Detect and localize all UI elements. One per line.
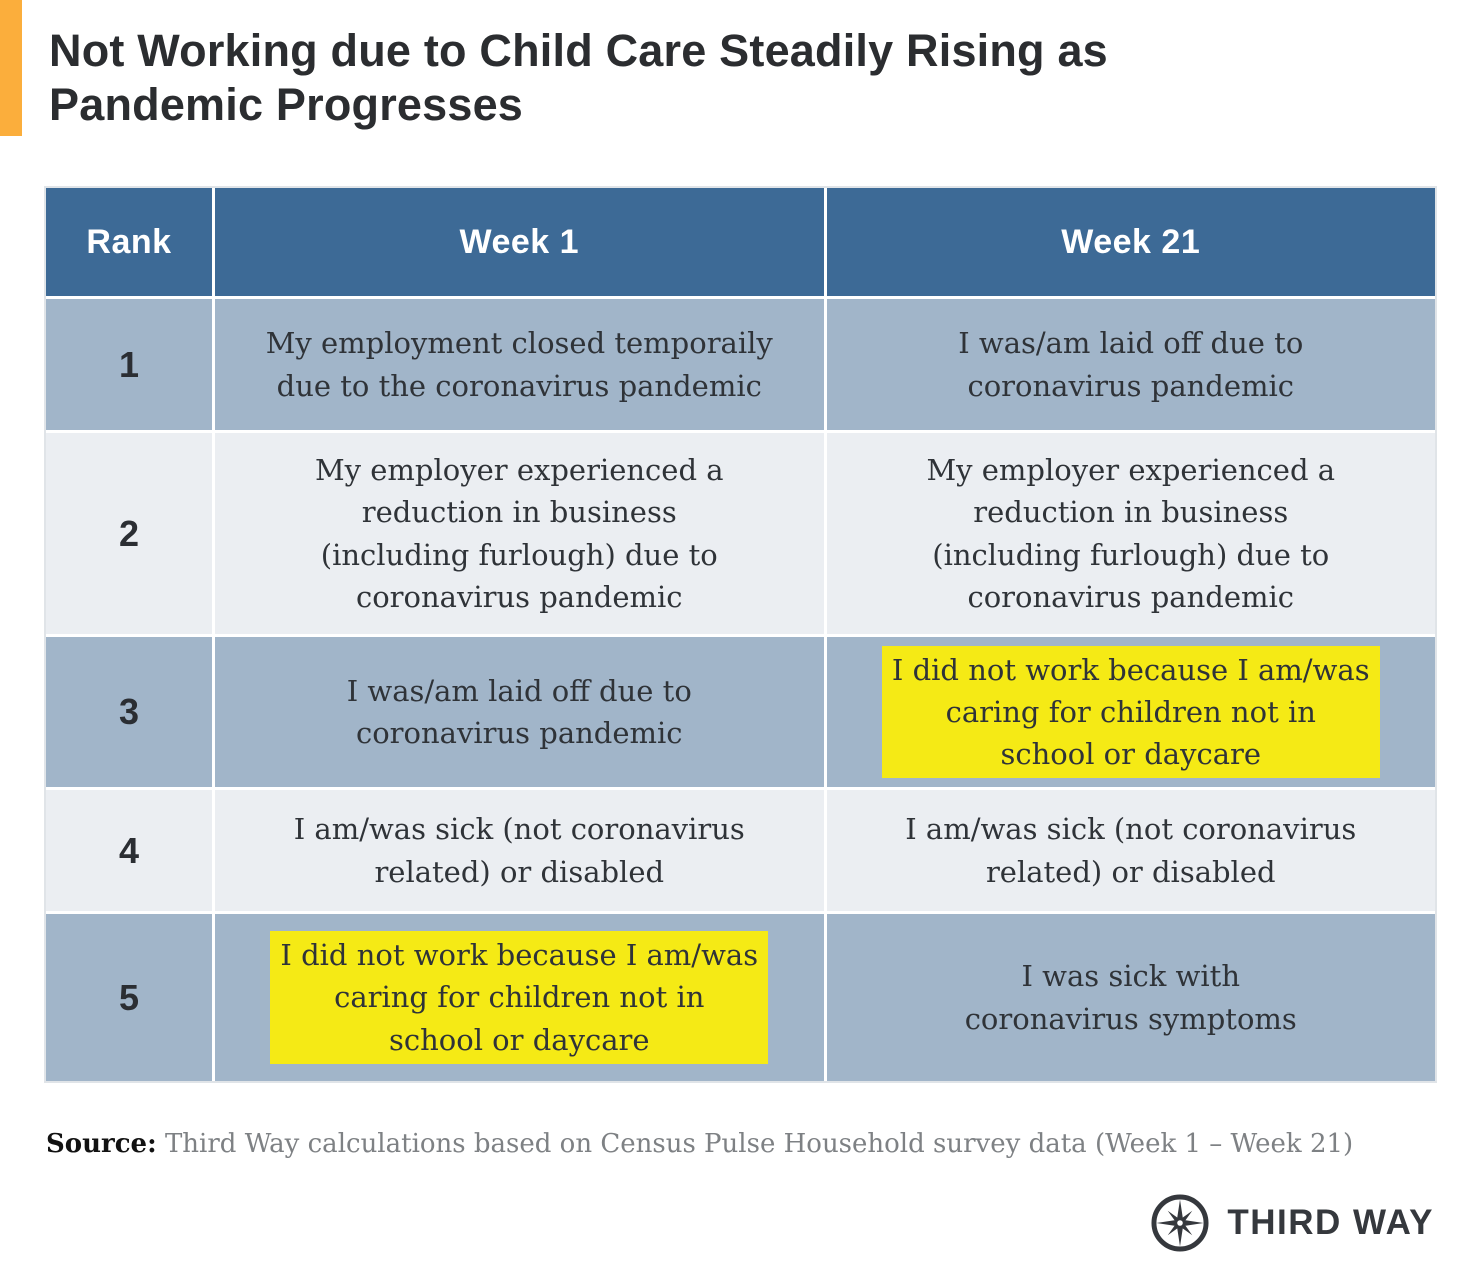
table-cell-week1-row2: My employer experienced a reduction in b…	[215, 433, 824, 634]
rank-cell-3: 3	[46, 637, 212, 787]
rank-cell-5: 5	[46, 914, 212, 1081]
table-cell-week21-row5: I was sick with coronavirus symptoms	[826, 914, 1435, 1081]
cell-text: I was/am laid off due to coronavirus pan…	[958, 326, 1304, 403]
table-cell-week21-row1: I was/am laid off due to coronavirus pan…	[826, 299, 1435, 430]
rank-cell-4: 4	[46, 790, 212, 911]
third-way-logo: THIRD WAY	[1149, 1192, 1434, 1254]
table-cell-week21-row4: I am/was sick (not coronavirus related) …	[826, 790, 1435, 911]
cell-text: My employer experienced a reduction in b…	[926, 453, 1336, 614]
accent-bar	[0, 0, 22, 136]
cell-text: My employer experienced a reduction in b…	[314, 453, 724, 614]
table-cell-week1-row5: I did not work because I am/was caring f…	[215, 914, 824, 1081]
cell-text-highlighted: I did not work because I am/was caring f…	[270, 931, 769, 1064]
third-way-wordmark: THIRD WAY	[1227, 1203, 1434, 1242]
page-title: Not Working due to Child Care Steadily R…	[49, 25, 1108, 131]
source-label: Source:	[46, 1129, 157, 1159]
column-header-rank: Rank	[46, 188, 212, 296]
cell-text: I am/was sick (not coronavirus related) …	[905, 812, 1357, 889]
cell-text: I am/was sick (not coronavirus related) …	[293, 812, 745, 889]
source-note: Source: Third Way calculations based on …	[46, 1128, 1436, 1162]
rank-cell-1: 1	[46, 299, 212, 430]
rank-cell-2: 2	[46, 433, 212, 634]
column-header-week1: Week 1	[215, 188, 824, 296]
cell-text: I was sick with coronavirus symptoms	[964, 959, 1297, 1036]
table-cell-week21-row3: I did not work because I am/was caring f…	[826, 637, 1435, 787]
cell-text: My employment closed temporaily due to t…	[265, 326, 773, 403]
source-text: Third Way calculations based on Census P…	[156, 1129, 1354, 1159]
table-cell-week1-row4: I am/was sick (not coronavirus related) …	[215, 790, 824, 911]
table-cell-week1-row3: I was/am laid off due to coronavirus pan…	[215, 637, 824, 787]
cell-text: I was/am laid off due to coronavirus pan…	[346, 673, 692, 750]
compass-star-icon	[1151, 1194, 1209, 1252]
table-cell-week1-row1: My employment closed temporaily due to t…	[215, 299, 824, 430]
rank-table: Rank Week 1 Week 21 1 My employment clos…	[44, 186, 1437, 1083]
column-header-week21: Week 21	[826, 188, 1435, 296]
cell-text-highlighted: I did not work because I am/was caring f…	[881, 645, 1380, 779]
table-cell-week21-row2: My employer experienced a reduction in b…	[826, 433, 1435, 634]
